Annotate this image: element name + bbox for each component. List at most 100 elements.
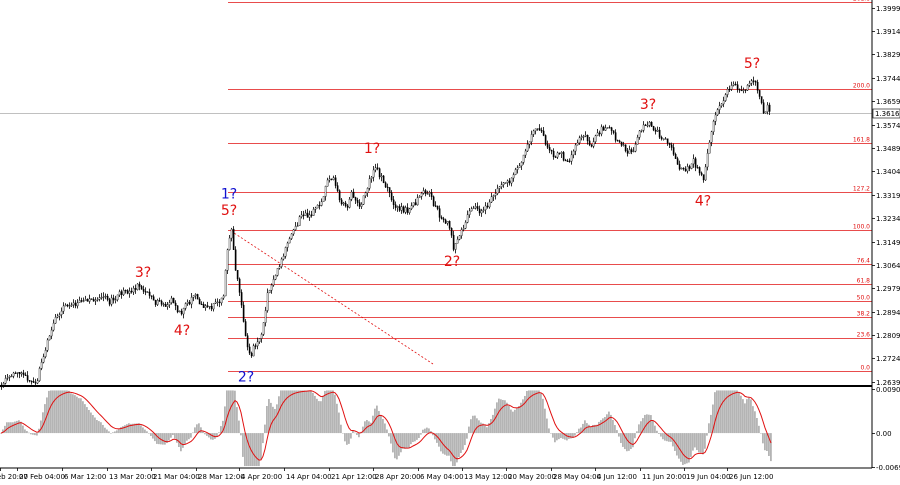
oscillator-histogram-bar xyxy=(178,433,180,447)
price-candle-body xyxy=(756,81,759,91)
price-candle-body xyxy=(292,229,295,235)
price-candle-body xyxy=(330,178,333,180)
price-candle-body xyxy=(400,206,403,211)
price-candle-body xyxy=(286,242,289,248)
price-candle-body xyxy=(266,292,269,311)
oscillator-histogram-bar xyxy=(200,427,202,434)
oscillator-histogram-bar xyxy=(492,414,494,434)
oscillator-histogram-bar xyxy=(462,433,464,450)
price-candle-body xyxy=(66,304,69,307)
price-candle-body xyxy=(690,163,693,169)
oscillator-histogram-bar xyxy=(236,407,238,434)
price-candle-body xyxy=(22,372,25,376)
oscillator-histogram-bar xyxy=(690,433,692,457)
oscillator-histogram-bar xyxy=(196,424,198,434)
price-candle-body xyxy=(358,202,361,207)
oscillator-histogram-bar xyxy=(684,433,686,465)
price-candle-body xyxy=(450,228,453,236)
price-candle-body xyxy=(120,291,123,295)
oscillator-histogram-bar xyxy=(536,390,538,434)
price-candle-body xyxy=(406,207,409,213)
time-axis-label: 28 Apr 20:00 xyxy=(375,473,421,481)
price-candle-body xyxy=(232,228,235,250)
oscillator-histogram-bar xyxy=(344,433,346,442)
oscillator-histogram-bar xyxy=(598,421,600,434)
oscillator-histogram-bar xyxy=(756,418,758,434)
oscillator-histogram-bar xyxy=(42,412,44,434)
price-candle-body xyxy=(158,300,161,302)
price-candle-body xyxy=(710,131,713,143)
oscillator-histogram-bar xyxy=(0,433,2,434)
oscillator-histogram-bar xyxy=(456,433,458,463)
price-candle-body xyxy=(410,205,413,209)
price-candle-body xyxy=(364,192,367,197)
price-axis-tick-label: 1.3574 xyxy=(876,122,900,130)
price-candle-body xyxy=(322,196,325,202)
price-candle-body xyxy=(762,102,765,114)
oscillator-histogram-bar xyxy=(114,431,116,434)
oscillator-histogram-bar xyxy=(430,431,432,434)
time-axis-label: 14 Apr 04:00 xyxy=(286,473,332,481)
oscillator-histogram-bar xyxy=(666,433,668,442)
price-candle-body xyxy=(250,352,253,357)
price-candle-body xyxy=(48,335,51,341)
price-candle-body xyxy=(84,299,87,301)
oscillator-histogram-bar xyxy=(408,433,410,448)
price-candle-body xyxy=(236,270,239,280)
oscillator-histogram-bar xyxy=(256,433,258,467)
oscillator-histogram-bar xyxy=(378,411,380,434)
price-candle-body xyxy=(208,306,211,308)
price-candle-body xyxy=(340,199,343,205)
oscillator-histogram-bar xyxy=(266,406,268,434)
oscillator-histogram-bar xyxy=(174,433,176,439)
oscillator-histogram-bar xyxy=(496,402,498,434)
oscillator-histogram-bar xyxy=(522,399,524,434)
oscillator-histogram-bar xyxy=(130,423,132,434)
price-candle-body xyxy=(694,158,697,168)
price-candle-body xyxy=(200,303,203,306)
oscillator-histogram-bar xyxy=(76,396,78,434)
oscillator-histogram-bar xyxy=(278,396,280,434)
price-candle-body xyxy=(650,121,653,127)
price-candle-body xyxy=(498,186,501,189)
price-axis-tick-label: 1.3914 xyxy=(876,28,900,36)
price-candle-body xyxy=(60,310,63,315)
current-price-tag-text: 1.3616 xyxy=(875,110,900,118)
oscillator-histogram-bar xyxy=(520,402,522,434)
price-candle-body xyxy=(178,310,181,313)
price-candle-body xyxy=(528,141,531,145)
price-candle-body xyxy=(160,300,163,305)
price-candle-body xyxy=(206,305,209,307)
price-candle-body xyxy=(580,136,583,138)
price-candle-body xyxy=(518,165,521,168)
oscillator-histogram-bar xyxy=(282,390,284,434)
oscillator-histogram-bar xyxy=(484,425,486,434)
price-candle-body xyxy=(706,152,709,168)
oscillator-histogram-bar xyxy=(490,419,492,434)
oscillator-histogram-bar xyxy=(452,433,454,467)
oscillator-histogram-bar xyxy=(748,397,750,434)
price-candle-body xyxy=(166,304,169,307)
price-candle-body xyxy=(556,152,559,158)
oscillator-histogram-bar xyxy=(380,415,382,434)
price-candle-body xyxy=(616,139,619,142)
price-candle-body xyxy=(338,190,341,201)
oscillator-histogram-bar xyxy=(400,433,402,453)
oscillator-histogram-bar xyxy=(656,430,658,434)
oscillator-histogram-bar xyxy=(644,414,646,434)
oscillator-histogram-bar xyxy=(544,408,546,434)
oscillator-histogram-bar xyxy=(288,390,290,434)
oscillator-histogram-bar xyxy=(22,425,24,434)
price-candle-body xyxy=(584,134,587,137)
oscillator-histogram-bar xyxy=(254,433,256,467)
oscillator-histogram-bar xyxy=(184,433,186,444)
price-candle-body xyxy=(478,208,481,214)
oscillator-histogram-bar xyxy=(394,433,396,459)
price-candle-body xyxy=(20,372,23,375)
price-candle-body xyxy=(198,298,201,305)
price-candle-body xyxy=(500,184,503,187)
oscillator-histogram-bar xyxy=(122,426,124,434)
price-candle-body xyxy=(516,167,519,170)
oscillator-histogram-bar xyxy=(52,390,54,434)
